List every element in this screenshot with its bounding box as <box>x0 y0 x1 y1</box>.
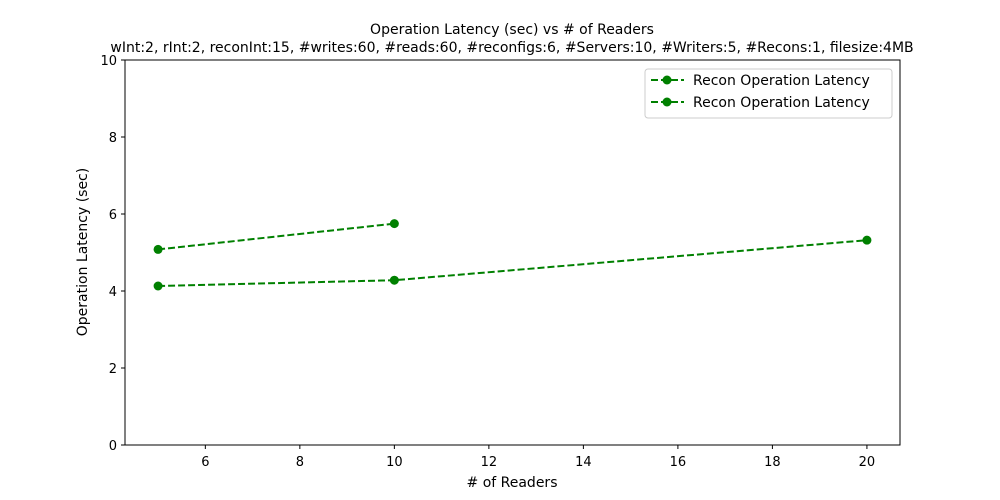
y-tick-label: 0 <box>109 439 117 454</box>
plot-frame <box>124 59 901 446</box>
legend-box <box>644 68 893 119</box>
x-axis-label: # of Readers <box>467 475 558 491</box>
x-tick-label: 14 <box>575 455 592 470</box>
series-line <box>157 222 395 251</box>
x-tick-label: 6 <box>201 455 209 470</box>
data-point <box>153 281 163 291</box>
series-line <box>158 239 868 287</box>
legend-label: Recon Operation Latency <box>693 95 870 111</box>
data-point <box>153 244 163 254</box>
chart-subtitle: wInt:2, rInt:2, reconInt:15, #writes:60,… <box>110 40 913 56</box>
data-point <box>389 275 399 285</box>
y-tick-label: 4 <box>109 285 117 300</box>
legend-marker <box>662 97 672 107</box>
data-point <box>862 235 872 245</box>
x-tick-label: 20 <box>859 455 876 470</box>
x-tick-label: 12 <box>481 455 498 470</box>
legend-label: Recon Operation Latency <box>693 73 870 89</box>
x-tick-label: 18 <box>764 455 781 470</box>
data-point <box>389 219 399 229</box>
x-tick-label: 16 <box>670 455 687 470</box>
axis-ticks: 6 8 10 12 14 16 18 20 0 2 4 6 8 10 <box>100 54 875 470</box>
legend-marker <box>662 75 672 85</box>
y-tick-label: 10 <box>100 54 117 69</box>
legend: Recon Operation Latency Recon Operation L… <box>644 68 893 119</box>
series-layer <box>153 219 872 291</box>
x-tick-label: 10 <box>386 455 403 470</box>
chart-title: Operation Latency (sec) vs # of Readers <box>370 22 654 38</box>
y-tick-label: 6 <box>109 208 117 223</box>
y-tick-label: 8 <box>109 131 117 146</box>
x-tick-label: 8 <box>296 455 304 470</box>
y-axis-label: Operation Latency (sec) <box>75 168 91 336</box>
y-tick-label: 2 <box>109 362 117 377</box>
